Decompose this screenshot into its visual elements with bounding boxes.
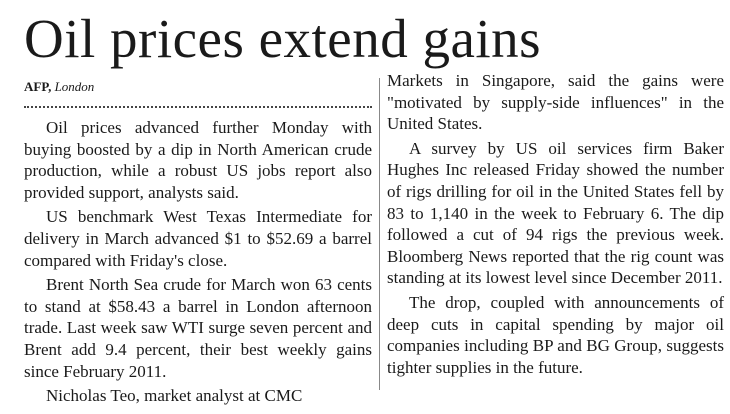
column-rule — [379, 78, 380, 390]
byline-agency: AFP, — [24, 79, 52, 94]
paragraph: Brent North Sea crude for March won 63 c… — [24, 275, 372, 381]
paragraph: Markets in Singapore, said the gains wer… — [387, 71, 724, 134]
paragraph: US benchmark West Texas Intermediate for… — [24, 207, 372, 270]
paragraph: Nicholas Teo, market analyst at CMC — [46, 386, 303, 406]
paragraph: A survey by US oil services firm Baker H… — [387, 138, 724, 288]
headline: Oil prices extend gains — [24, 8, 542, 69]
paragraph: Oil prices advanced further Monday with … — [24, 118, 372, 202]
right-column: Markets in Singapore, said the gains wer… — [387, 70, 724, 381]
left-column: Oil prices advanced further Monday with … — [24, 117, 372, 410]
byline-place: London — [54, 79, 95, 94]
paragraph: The drop, coupled with announcements of … — [387, 292, 724, 377]
dotted-rule — [24, 106, 372, 108]
byline: AFP, London — [24, 79, 94, 95]
